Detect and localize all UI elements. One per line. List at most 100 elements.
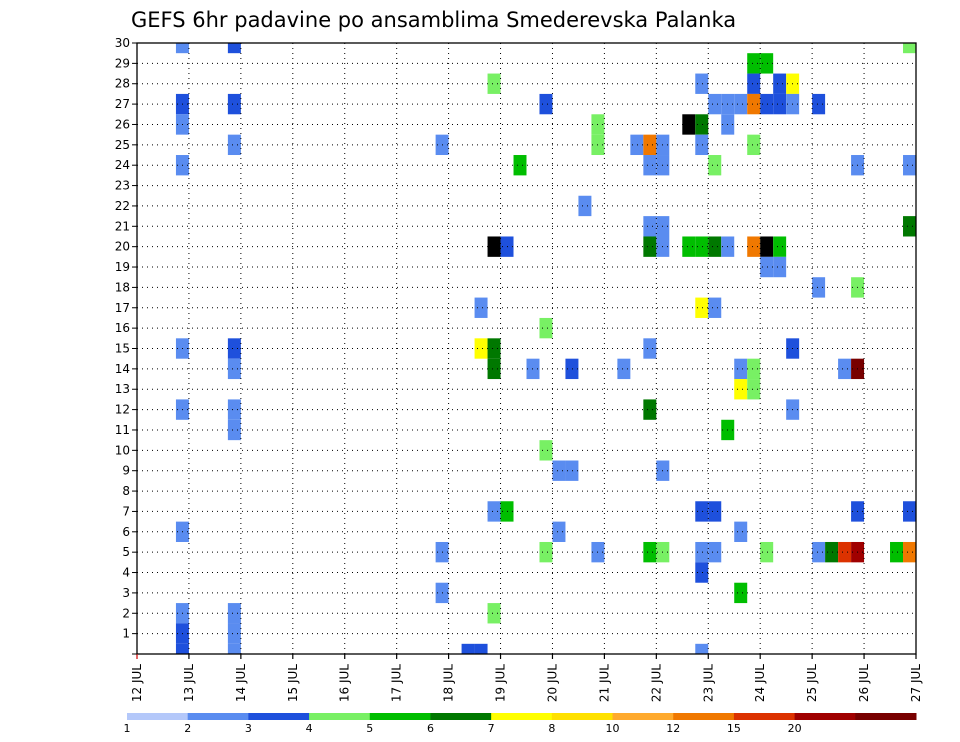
heatmap-cell: [760, 53, 774, 74]
x-tick-label: 22 JUL: [649, 664, 663, 702]
heatmap-cell: [643, 134, 657, 156]
y-tick-label: 5: [122, 545, 130, 559]
heatmap-cell: [617, 358, 631, 380]
heatmap-cell: [760, 541, 774, 563]
colorbar-label: 6: [427, 722, 434, 735]
heatmap-cell: [175, 643, 189, 654]
heatmap-cell: [695, 297, 709, 318]
colorbar-label: 7: [488, 722, 495, 735]
heatmap-cell: [838, 358, 852, 380]
colorbar-label: 20: [788, 722, 802, 735]
heatmap-cell: [552, 521, 566, 542]
heatmap-cell: [695, 562, 709, 583]
heatmap-cell: [695, 114, 709, 135]
heatmap-cell: [474, 297, 488, 318]
heatmap-cell: [773, 256, 787, 278]
y-tick-label: 19: [115, 260, 130, 274]
x-tick-label: 14 JUL: [234, 664, 248, 702]
heatmap-cell: [747, 53, 761, 74]
heatmap-cell: [734, 358, 748, 380]
heatmap-cell: [903, 501, 916, 522]
heatmap-cell: [812, 277, 826, 298]
x-tick-label: 26 JUL: [857, 664, 871, 702]
y-tick-label: 20: [115, 240, 130, 254]
colorbar-swatch: [369, 713, 431, 720]
heatmap-cell: [227, 603, 241, 624]
heatmap-cell: [747, 236, 761, 257]
heatmap-cell: [734, 521, 748, 542]
heatmap-cell: [773, 73, 787, 94]
heatmap-cell: [760, 93, 774, 115]
colorbar-swatch: [794, 713, 856, 720]
y-tick-label: 28: [115, 77, 130, 91]
y-tick-label: 10: [115, 443, 130, 457]
x-tick-label: 15 JUL: [286, 664, 300, 702]
heatmap-cell: [903, 216, 916, 237]
heatmap-cell: [708, 93, 722, 115]
heatmap-cell: [227, 93, 241, 115]
colorbar-legend: 1 2 3 4 5 6 7 8 10 12 15 20: [124, 713, 917, 735]
heatmap-cell: [825, 541, 839, 563]
x-tick-label: 25 JUL: [805, 664, 819, 702]
y-tick-label: 9: [122, 464, 130, 478]
heatmap-cell: [487, 236, 501, 257]
y-tick-label: 12: [115, 403, 130, 417]
heatmap-cell: [903, 43, 916, 54]
heatmap-cell: [539, 93, 553, 115]
x-tick-label: 23 JUL: [701, 664, 715, 702]
y-tick-label: 30: [115, 36, 130, 50]
y-tick-label: 22: [115, 199, 130, 213]
x-tick-label: 20 JUL: [545, 664, 559, 702]
heatmap-cell: [643, 236, 657, 257]
colorbar-label: 12: [666, 722, 680, 735]
heatmap-cell: [227, 643, 241, 654]
heatmap-cell: [747, 358, 761, 380]
heatmap-cell: [695, 541, 709, 563]
heatmap-cell: [565, 460, 579, 481]
heatmap-cell: [227, 419, 241, 441]
colorbar-label: 4: [306, 722, 313, 735]
heatmap-cell: [487, 358, 501, 380]
colorbar-swatch: [855, 713, 917, 720]
heatmap-cell: [890, 541, 904, 563]
heatmap-cell: [812, 93, 826, 115]
y-tick-label: 13: [115, 382, 130, 396]
y-axis-tick-labels: 1234567891011121314151617181920212223242…: [115, 36, 130, 641]
colorbar-swatch: [187, 713, 249, 720]
heatmap-cell: [734, 582, 748, 604]
heatmap-cell: [461, 643, 475, 654]
y-tick-label: 3: [122, 586, 130, 600]
heatmap-cell: [643, 338, 657, 359]
x-tick-label: 16 JUL: [338, 664, 352, 702]
heatmap-cell: [643, 541, 657, 563]
heatmap-cell: [227, 623, 241, 644]
heatmap-cell: [903, 155, 916, 176]
heatmap-cell: [812, 541, 826, 563]
heatmap-cell: [643, 155, 657, 176]
y-tick-label: 16: [115, 321, 130, 335]
heatmap-cell: [747, 379, 761, 400]
heatmap-cell: [487, 603, 501, 624]
colorbar-label: 10: [606, 722, 620, 735]
heatmap-cell: [552, 460, 566, 481]
colorbar-swatch: [673, 713, 735, 720]
heatmap-cell: [708, 155, 722, 176]
heatmap-cell: [643, 216, 657, 237]
heatmap-cell: [682, 236, 696, 257]
y-tick-label: 23: [115, 179, 130, 193]
heatmap-cell: [708, 297, 722, 318]
plot-axes: [132, 42, 917, 659]
y-tick-label: 14: [115, 362, 130, 376]
colorbar-label: 3: [245, 722, 252, 735]
heatmap-cell: [695, 501, 709, 522]
heatmap-cell: [630, 134, 644, 156]
y-tick-label: 27: [115, 97, 130, 111]
heatmap-cell: [565, 358, 579, 380]
x-tick-label: 27 JUL: [909, 664, 923, 702]
y-tick-label: 26: [115, 117, 130, 131]
heatmap-cell: [227, 43, 241, 54]
colorbar-label: 1: [124, 722, 131, 735]
x-tick-label: 19 JUL: [494, 664, 508, 702]
y-tick-label: 25: [115, 138, 130, 152]
y-tick-label: 17: [115, 301, 130, 315]
